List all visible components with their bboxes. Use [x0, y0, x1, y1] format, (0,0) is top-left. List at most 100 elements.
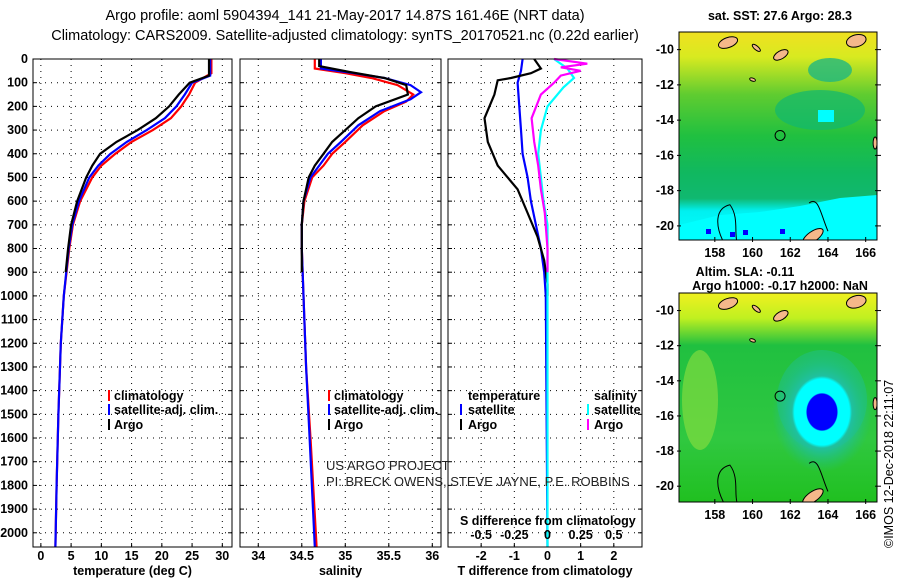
salinity-x-tick-label: 34.5 [290, 549, 314, 563]
sst-map-title: sat. SST: 27.6 Argo: 28.3 [708, 9, 852, 23]
sla-lat-tick-label: -14 [656, 374, 674, 388]
depth-tick-label: 600 [7, 194, 28, 208]
sla-lat-tick-label: -10 [656, 304, 674, 318]
temperature-panel: 0100200300400500600700800900100011001200… [0, 52, 233, 578]
island [749, 338, 756, 343]
sla-lon-tick-label: 160 [742, 508, 763, 522]
depth-tick-label: 200 [7, 99, 28, 113]
depth-tick-label: 800 [7, 242, 28, 256]
legend-label-s-satellite: satellite [594, 403, 641, 417]
difference-legend: temperature satellite Argo salinity sate… [460, 389, 641, 432]
depth-tick-label: 300 [7, 123, 28, 137]
salinity-x-tick-label: 35 [338, 549, 352, 563]
depth-tick-label: 500 [7, 170, 28, 184]
sst-lat-tick-label: -18 [656, 184, 674, 198]
s-difference-tick-label: 0.25 [568, 528, 592, 542]
sst-map-frame [678, 31, 878, 241]
depth-tick-label: 1500 [0, 407, 28, 421]
sla-map [679, 293, 877, 502]
sla-map-frame [678, 292, 878, 503]
salinity-x-tick-label: 36 [425, 549, 439, 563]
depth-tick-label: 1400 [0, 384, 28, 398]
legend-swatch-s-satellite [587, 404, 589, 415]
figure-title-line2: Climatology: CARS2009. Satellite-adjuste… [51, 28, 639, 44]
legend-swatch-argo [328, 419, 330, 430]
sst-lat-tick-label: -20 [656, 219, 674, 233]
legend-title-salinity: salinity [594, 389, 637, 403]
difference-x-tick-label: -1 [509, 549, 520, 563]
sst-cool-patch [808, 58, 852, 82]
credit-project: US ARGO PROJECT [326, 458, 450, 473]
reef-contour [717, 204, 738, 240]
island [773, 310, 789, 322]
reef-contour [808, 461, 829, 492]
reef-contour [808, 200, 829, 232]
series-line-s-argo [530, 57, 588, 273]
legend-swatch-t-satellite [460, 404, 462, 415]
series-line-satellite-adj-clim- [54, 59, 212, 548]
legend-title-temperature: temperature [468, 389, 540, 403]
legend-swatch-s-argo [587, 419, 589, 430]
credit-pi: PI: BRECK OWENS, STEVE JAYNE, P.E. ROBBI… [326, 474, 630, 489]
sst-cell [743, 230, 748, 235]
legend-label-t-argo: Argo [468, 418, 498, 432]
temperature-x-tick-label: 0 [37, 549, 44, 563]
sst-cell [730, 232, 735, 237]
island [802, 488, 824, 502]
temperature-axis-label: temperature (deg C) [73, 564, 192, 578]
depth-tick-label: 400 [7, 147, 28, 161]
figure-title-line1: Argo profile: aoml 5904394_141 21-May-20… [105, 8, 584, 24]
island [872, 397, 877, 411]
salinity-x-tick-label: 34 [251, 549, 265, 563]
difference-x-tick-label: 2 [610, 549, 617, 563]
sst-lat-tick-label: -10 [656, 43, 674, 57]
sla-lat-tick-label: -20 [656, 479, 674, 493]
sla-lon-tick-label: 162 [780, 508, 801, 522]
depth-tick-label: 1900 [0, 502, 28, 516]
depth-tick-label: 2000 [0, 526, 28, 540]
legend-swatch-argo [108, 419, 110, 430]
temperature-x-tick-label: 20 [155, 549, 169, 563]
island [749, 77, 756, 82]
legend-label-t-satellite: satellite [468, 403, 515, 417]
legend-label-climatology: climatology [334, 389, 404, 403]
sst-lon-tick-label: 158 [704, 246, 725, 260]
island [717, 297, 739, 310]
legend-label-argo: Argo [114, 418, 144, 432]
sla-lat-tick-label: -12 [656, 339, 674, 353]
depth-tick-label: 1600 [0, 431, 28, 445]
s-difference-tick-label: -0.25 [500, 528, 529, 542]
depth-tick-label: 900 [7, 265, 28, 279]
island [717, 36, 739, 49]
series-line-argo [300, 59, 410, 273]
island [751, 304, 761, 313]
salinity-legend: climatology satellite-adj. clim. Argo [328, 389, 438, 432]
argo-float-position-marker [774, 390, 786, 402]
depth-tick-label: 100 [7, 76, 28, 90]
legend-label-argo: Argo [334, 418, 364, 432]
difference-panel: -2 -1 0 1 2T difference from climatology [447, 57, 643, 578]
sla-map-title: Altim. SLA: -0.11 [696, 265, 795, 279]
argo-float-position-marker [774, 129, 786, 141]
sst-lon-tick-label: 164 [818, 246, 839, 260]
temperature-x-tick-label: 25 [185, 549, 199, 563]
sst-lon-tick-label: 166 [855, 246, 876, 260]
legend-swatch-satellite [328, 404, 330, 415]
sla-eddy [772, 352, 872, 472]
sla-lon-tick-label: 164 [818, 508, 839, 522]
depth-tick-label: 1800 [0, 478, 28, 492]
legend-label-climatology: climatology [114, 389, 184, 403]
island [773, 49, 789, 61]
temperature-x-tick-label: 30 [215, 549, 229, 563]
s-difference-axis-label: S difference from climatology [460, 514, 636, 528]
depth-tick-label: 1100 [1, 313, 28, 327]
island [802, 227, 824, 240]
island [845, 33, 867, 48]
salinity-plot-frame [239, 58, 442, 548]
sla-lon-tick-label: 166 [855, 508, 876, 522]
depth-tick-label: 1700 [0, 455, 28, 469]
sst-cold-cells [818, 110, 834, 122]
salinity-x-tick-label: 35.5 [377, 549, 401, 563]
salinity-axis-label: salinity [319, 564, 362, 578]
